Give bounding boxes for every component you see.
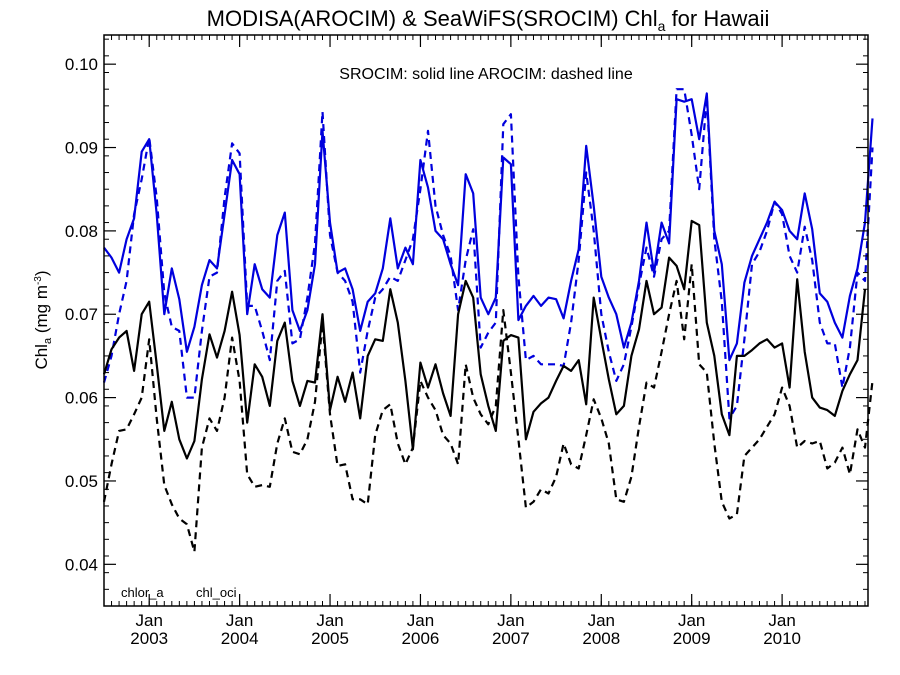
x-tick-label-year: 2009 (673, 629, 711, 648)
y-tick-label: 0.04 (65, 555, 98, 574)
y-tick-label: 0.05 (65, 472, 98, 491)
y-tick-label: 0.10 (65, 55, 98, 74)
x-tick-label-month: Jan (316, 611, 343, 630)
line-style-annotation: SROCIM: solid line AROCIM: dashed line (339, 66, 633, 83)
x-tick-label-year: 2008 (582, 629, 620, 648)
x-tick-label-year: 2006 (402, 629, 440, 648)
legend-chlor-a: chlor_a (121, 585, 164, 600)
series-line-chl-oci-solid (103, 92, 874, 362)
x-tick-label-month: Jan (768, 611, 795, 630)
x-tick-label-year: 2003 (130, 629, 168, 648)
y-axis-label-main: Chl (32, 344, 51, 370)
chart-title-main: MODISA(AROCIM) & SeaWiFS(SROCIM) Chl (207, 6, 658, 31)
y-axis-label-subscript: a (42, 337, 54, 344)
x-tick-label-year: 2007 (492, 629, 530, 648)
x-tick-label-month: Jan (407, 611, 434, 630)
y-tick-label: 0.09 (65, 139, 98, 158)
x-tick-label-month: Jan (497, 611, 524, 630)
y-axis-label-superscript: -3 (33, 276, 44, 285)
series-line-chlor-a-solid (102, 219, 867, 460)
y-tick-label: 0.06 (65, 389, 98, 408)
x-tick-label-year: 2005 (311, 629, 349, 648)
y-axis-label-unit: (mg m (32, 285, 51, 338)
y-axis-label: Chla (mg m-3) (32, 270, 54, 369)
plot-frame (103, 34, 869, 607)
chart-title-tail: for Hawaii (665, 6, 769, 31)
series-layer (102, 88, 874, 553)
y-tick-label: 0.07 (65, 305, 98, 324)
x-tick-label-month: Jan (135, 611, 162, 630)
chart-title-subscript: a (658, 18, 666, 34)
y-tick-label: 0.08 (65, 222, 98, 241)
series-line-chlor-a-dashed (102, 263, 874, 553)
tick-layer: 0.040.050.060.070.080.090.10Jan2003Jan20… (65, 35, 868, 648)
x-tick-label-month: Jan (678, 611, 705, 630)
x-tick-label-month: Jan (588, 611, 615, 630)
y-axis-label-close: ) (32, 270, 51, 276)
series-line-chl-oci-dashed (102, 88, 874, 420)
plot-area: 0.040.050.060.070.080.090.10Jan2003Jan20… (65, 34, 874, 648)
x-tick-label-year: 2004 (221, 629, 259, 648)
x-tick-label-month: Jan (226, 611, 253, 630)
chart-title: MODISA(AROCIM) & SeaWiFS(SROCIM) Chla fo… (207, 6, 770, 34)
x-tick-label-year: 2010 (763, 629, 801, 648)
legend-chl-oci: chl_oci (196, 585, 237, 600)
